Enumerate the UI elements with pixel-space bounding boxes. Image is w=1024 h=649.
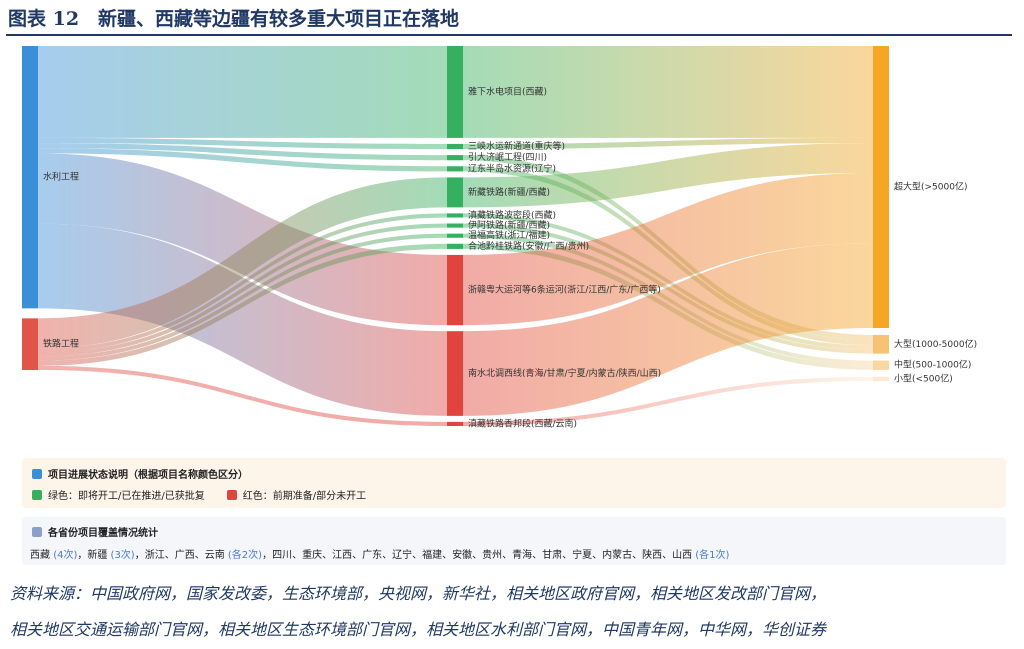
- node: [447, 143, 463, 150]
- province-count: (3次): [110, 550, 135, 561]
- legend-red: 红色：前期准备/部分未开工: [242, 491, 367, 502]
- node: [873, 376, 889, 381]
- link: [38, 177, 447, 349]
- link: [38, 148, 447, 172]
- province-panel: 各省份项目覆盖情况统计 西藏 (4次)，新疆 (3次)，浙江、广西、云南 (各2…: [22, 517, 1006, 565]
- node-label: 水利工程: [43, 171, 79, 183]
- node: [873, 334, 889, 354]
- node-label: 滇藏铁路波密段(西藏): [468, 209, 556, 221]
- link: [38, 153, 447, 326]
- province-title: 各省份项目覆盖情况统计: [48, 528, 158, 539]
- link: [38, 223, 447, 357]
- node: [447, 213, 463, 218]
- legend-row: 绿色：即将开工/已在推进/已获批复 红色：前期准备/部分未开工: [32, 487, 366, 502]
- link: [463, 46, 873, 138]
- node: [447, 421, 463, 426]
- link: [463, 143, 873, 208]
- link: [463, 376, 873, 426]
- info-icon: [32, 469, 42, 479]
- node-label: 浙赣粤大运河等6条运河(浙江/江西/广东/广西等): [468, 284, 661, 296]
- link: [38, 46, 447, 138]
- node-label: 辽东半岛水资源(辽宁): [468, 162, 556, 174]
- node: [447, 177, 463, 208]
- node: [447, 46, 463, 138]
- status-legend: 项目进展状态说明（根据项目名称颜色区分） 绿色：即将开工/已在推进/已获批复 红色…: [22, 458, 1006, 508]
- link: [463, 173, 873, 326]
- node-label: 新藏铁路(新疆/西藏): [468, 186, 550, 198]
- node-label: 合池黔桂铁路(安徽/广西/贵州): [468, 240, 589, 252]
- node: [22, 318, 38, 370]
- province-count: (各2次): [227, 550, 263, 561]
- link: [38, 213, 447, 353]
- province-count: (各1次): [695, 550, 730, 561]
- legend-green: 绿色：即将开工/已在推进/已获批复: [48, 491, 205, 502]
- node: [873, 46, 889, 328]
- green-swatch: [32, 490, 42, 500]
- node-label: 三峡水运新通道(重庆等): [468, 140, 565, 152]
- node-label: 滇藏铁路香邦段(西藏/云南): [468, 417, 577, 429]
- node: [447, 331, 463, 416]
- title-rule: [6, 34, 1012, 36]
- source-line: 相关地区交通运输部门官网，相关地区生态环境部门官网，相关地区水利部门官网，中国青…: [10, 620, 827, 639]
- node-label: 铁路工程: [43, 338, 79, 350]
- node: [22, 46, 38, 309]
- chart-title: 图表 12 新疆、西藏等边疆有较多重大项目正在落地: [8, 8, 460, 30]
- province-title-row: 各省份项目覆盖情况统计: [32, 524, 158, 539]
- node: [447, 166, 463, 172]
- province-names: 西藏: [30, 550, 54, 561]
- link: [463, 137, 873, 150]
- legend-title-row: 项目进展状态说明（根据项目名称颜色区分）: [32, 466, 248, 481]
- province-names: ，四川、重庆、江西、广东、辽宁、福建、安徽、贵州、青海、甘肃、宁夏、内蒙古、陕西…: [262, 550, 696, 561]
- node-label: 伊阿铁路(新疆/西藏): [468, 219, 550, 231]
- link: [463, 243, 873, 416]
- node-label: 小型(<500亿): [894, 372, 953, 384]
- link: [38, 223, 447, 416]
- node: [447, 155, 463, 161]
- province-names: ，新疆: [77, 550, 111, 561]
- node: [447, 243, 463, 249]
- node-label: 温福高铁(浙江/福建): [468, 229, 550, 241]
- node: [447, 254, 463, 326]
- link: [38, 137, 447, 150]
- red-swatch: [226, 490, 237, 500]
- node-label: 引大济岷工程(四川): [468, 151, 547, 163]
- node-label: 中型(500-1000亿): [894, 359, 971, 371]
- node: [447, 223, 463, 228]
- source-line: 资料来源：中国政府网，国家发改委，生态环境部，央视网，新华社，相关地区政府官网，…: [10, 584, 827, 603]
- link: [38, 365, 447, 426]
- node-label: 南水北调西线(青海/甘肃/宁夏/内蒙古/陕西/山西): [468, 367, 661, 379]
- link: [38, 143, 447, 161]
- node-label: 大型(1000-5000亿): [894, 338, 977, 350]
- node-label: 超大型(>5000亿): [894, 180, 967, 192]
- chart-icon: [32, 527, 42, 537]
- province-names: ，浙江、广西、云南: [134, 550, 228, 561]
- node: [447, 233, 463, 238]
- link: [38, 243, 447, 366]
- node: [873, 360, 889, 370]
- link: [38, 233, 447, 361]
- province-count: (4次): [53, 550, 78, 561]
- node-label: 雅下水电项目(西藏): [468, 85, 547, 97]
- province-stats: 西藏 (4次)，新疆 (3次)，浙江、广西、云南 (各2次)，四川、重庆、江西、…: [30, 546, 729, 561]
- legend-title: 项目进展状态说明（根据项目名称颜色区分）: [48, 470, 248, 481]
